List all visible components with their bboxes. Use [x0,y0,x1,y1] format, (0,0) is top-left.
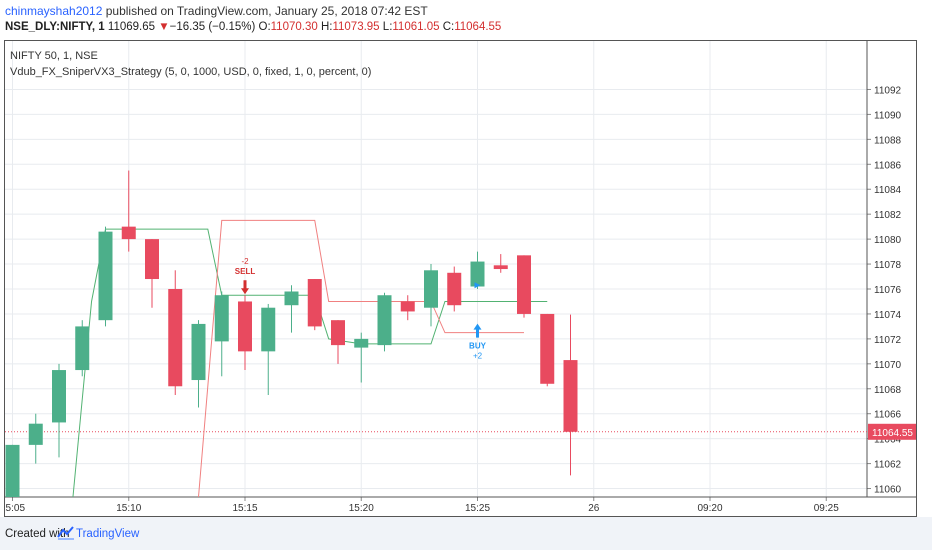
y-tick-label: 11082 [874,210,902,221]
symbol-legend[interactable]: NIFTY 50, 1, NSE [10,50,98,62]
price-change: −16.35 (−0.15%) [169,21,256,33]
chart-header: chinmayshah2012 published on TradingView… [0,0,932,40]
down-arrow-icon: ▼ [158,21,170,33]
high-label: H: [320,21,333,33]
x-tick-label: 09:25 [814,503,839,514]
candle-body [214,295,229,342]
open-value: 11070.30 [270,21,318,33]
candle-body [540,313,555,384]
candle-body [75,326,90,371]
candle-body [238,301,252,352]
y-tick-label: 11088 [874,135,902,146]
close-label: C: [442,21,455,33]
sell-arrow-icon [241,280,249,295]
last-price: 11069.65 [107,21,156,33]
candle-body [145,239,159,280]
candle-body [470,261,485,287]
candle-body [28,423,43,445]
chart-area[interactable]: 11060 11062 11064 11066 11068 11070 11072 11074… [4,40,917,517]
y-tick-label: 11092 [874,85,902,96]
candle-body [354,338,369,348]
candle-body [400,301,415,312]
candle-body [261,307,276,352]
buy-signal-label: BUY [469,342,487,351]
candlestick-chart[interactable]: 11060 11062 11064 11066 11068 11070 11072 11074… [5,41,916,516]
candle-body [191,323,206,381]
x-tick-label: 15:10 [116,503,141,514]
tradingview-logo-icon[interactable] [57,526,75,540]
y-tick-label: 11068 [874,385,902,396]
buy-arrow-icon [473,323,482,338]
candle-body [517,255,531,314]
sell-signal-count: -2 [241,257,249,266]
x-tick-label: 15:15 [232,503,257,514]
candle-body [98,231,113,321]
footer-bar: Created with TradingView [0,517,932,550]
candle-body [5,444,20,497]
x-tick-label: 26 [588,503,600,514]
y-tick-label: 11078 [874,260,902,271]
y-tick-label: 11064 [874,435,902,446]
x-tick-label: 15:20 [349,503,374,514]
strategy-green-line [72,228,548,498]
author-link[interactable]: chinmayshah2012 [5,4,103,18]
x-tick-label: 15:25 [465,503,490,514]
x-tick-label: 09:20 [697,503,722,514]
open-label: O: [258,21,271,33]
ohlc-line: NSE_DLY:NIFTY, 1 11069.65 ▼−16.35 (−0.15… [5,21,501,33]
candle-body [52,370,66,423]
y-tick-label: 11084 [874,185,902,196]
publish-info: published on TradingView.com, January 25… [102,4,428,18]
y-tick-label: 11060 [874,485,902,496]
candle-body [563,360,578,432]
publish-line: chinmayshah2012 published on TradingView… [5,4,428,18]
candle-body [168,289,183,387]
symbol-label: NSE_DLY:NIFTY, 1 [5,21,105,33]
sell-signal-label: SELL [235,267,256,276]
y-tick-label: 11080 [874,235,902,246]
y-tick-label: 11066 [874,410,902,421]
last-price-badge [868,423,916,440]
low-value: 11061.05 [392,21,440,33]
x-tick-label: 15:05 [5,503,25,514]
buy-signal-count: +2 [473,352,483,361]
marker-arrow-icon [474,282,481,289]
y-tick-label: 11086 [874,160,902,171]
candle-body [331,320,345,346]
candle-body [447,272,462,306]
y-tick-label: 11074 [874,310,902,321]
y-tick-label: 11072 [874,335,902,346]
y-tick-label: 11070 [874,360,902,371]
candle-body [307,279,322,327]
y-tick-label: 11062 [874,460,902,471]
y-tick-label: 11076 [874,285,902,296]
y-tick-label: 11090 [874,110,902,121]
tradingview-link[interactable]: TradingView [76,528,140,540]
high-value: 11073.95 [332,21,380,33]
close-value: 11064.55 [454,21,502,33]
created-with-label: Created with [5,528,70,540]
last-price-label: 11064.55 [872,428,913,439]
candle-body [377,295,392,346]
candle-body [424,270,438,308]
candle-body [121,226,136,240]
strategy-legend[interactable]: Vdub_FX_SniperVX3_Strategy (5, 0, 1000, … [10,66,372,78]
candle-body [493,265,508,270]
candle-body [284,291,299,306]
low-label: L: [382,21,393,33]
strategy-red-line [198,219,524,498]
